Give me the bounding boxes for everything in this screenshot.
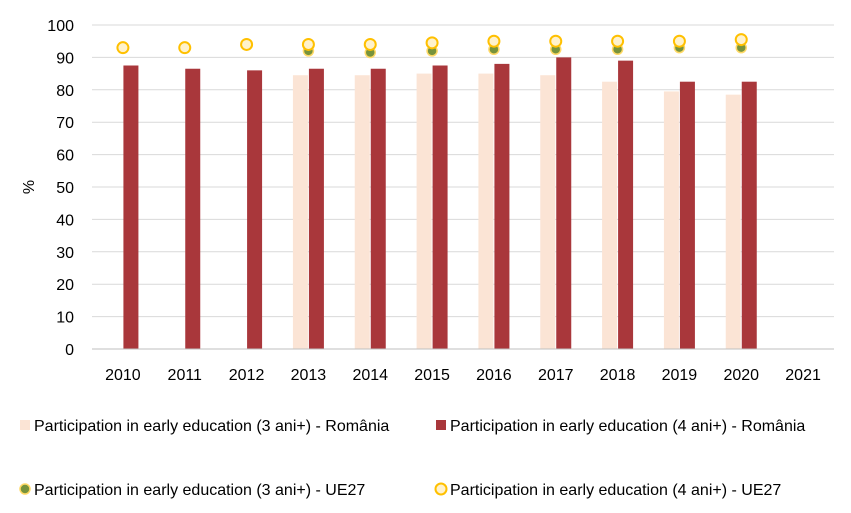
- legend-label: Participation in early education (3 ani+…: [34, 482, 365, 499]
- bar: [292, 75, 308, 349]
- legend-swatch: [434, 482, 448, 496]
- y-tick-label: 90: [56, 50, 74, 67]
- legend-item: Participation in early education (4 ani+…: [436, 418, 805, 435]
- x-tick-label: 2011: [168, 367, 203, 384]
- marker: [178, 41, 192, 55]
- x-tick-label: 2019: [662, 367, 698, 384]
- y-tick-label: 100: [47, 18, 74, 35]
- legend-item: Participation in early education (3 ani+…: [19, 482, 365, 499]
- bar: [494, 63, 510, 349]
- bar: [247, 70, 263, 350]
- bar: [354, 75, 370, 349]
- x-tick-label: 2012: [229, 367, 265, 384]
- marker: [672, 34, 686, 48]
- bar: [416, 73, 432, 349]
- legend: Participation in early education (3 ani+…: [19, 418, 805, 499]
- legend-item: Participation in early education (3 ani+…: [20, 418, 389, 435]
- marker: [363, 37, 377, 51]
- marker: [734, 33, 748, 47]
- y-tick-label: 70: [56, 115, 74, 132]
- y-axis-title: %: [21, 180, 38, 194]
- bar: [725, 94, 741, 349]
- marker: [116, 41, 130, 55]
- legend-swatch: [436, 420, 446, 430]
- y-tick-label: 10: [56, 310, 74, 327]
- markers: [116, 33, 748, 59]
- x-tick-label: 2021: [785, 367, 821, 384]
- y-tick-label: 30: [56, 245, 74, 262]
- legend-swatch: [20, 420, 30, 430]
- x-axis-ticks: 2010 2011 2012 2013 2014 2015 2016 2017 2018 2019…: [105, 367, 821, 384]
- legend-swatch: [19, 483, 31, 495]
- marker: [301, 37, 315, 51]
- gridlines: [92, 24, 834, 318]
- marker: [487, 34, 501, 48]
- marker: [425, 36, 439, 50]
- bars: [123, 57, 757, 350]
- bar: [679, 81, 695, 349]
- bar: [602, 81, 618, 349]
- bar: [556, 57, 572, 350]
- bar: [123, 65, 139, 349]
- y-tick-label: 80: [56, 83, 74, 100]
- bar: [185, 68, 201, 350]
- x-tick-label: 2020: [723, 367, 759, 384]
- y-axis-ticks: 0 10 20 30 40 50 60 70 80 90 100: [47, 18, 74, 359]
- bar: [370, 68, 386, 350]
- bar: [618, 60, 634, 349]
- bar: [663, 91, 679, 350]
- legend-label: Participation in early education (3 ani+…: [34, 418, 389, 435]
- marker: [549, 34, 563, 48]
- x-tick-label: 2014: [352, 367, 388, 384]
- y-tick-label: 20: [56, 277, 74, 294]
- bar: [540, 75, 556, 349]
- legend-item: Participation in early education (4 ani+…: [434, 482, 781, 499]
- legend-label: Participation in early education (4 ani+…: [450, 418, 805, 435]
- marker: [611, 34, 625, 48]
- x-tick-label: 2015: [414, 367, 450, 384]
- x-tick-label: 2016: [476, 367, 512, 384]
- bar: [308, 68, 324, 350]
- x-tick-label: 2013: [291, 367, 327, 384]
- x-tick-label: 2018: [600, 367, 636, 384]
- y-tick-label: 40: [56, 212, 74, 229]
- y-tick-label: 50: [56, 180, 74, 197]
- x-tick-label: 2017: [538, 367, 574, 384]
- bar: [478, 73, 494, 349]
- marker: [240, 37, 254, 51]
- y-tick-label: 60: [56, 148, 74, 165]
- x-tick-label: 2010: [105, 367, 141, 384]
- bar: [741, 81, 757, 349]
- bar: [432, 65, 448, 349]
- legend-label: Participation in early education (4 ani+…: [450, 482, 781, 499]
- y-tick-label: 0: [65, 342, 74, 359]
